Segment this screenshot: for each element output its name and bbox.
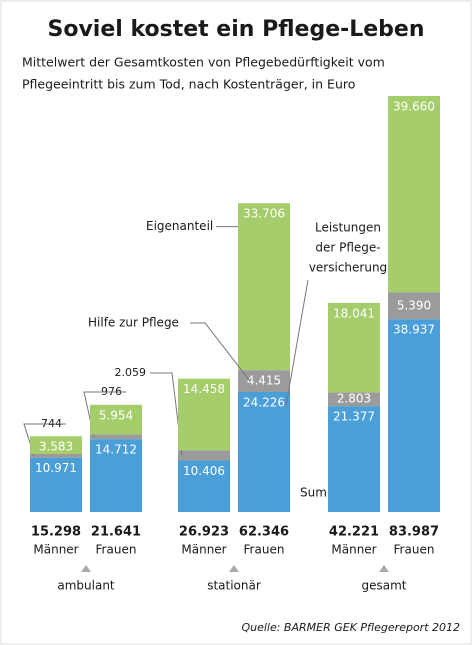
value-label: 10.406 [183,464,225,478]
bar-segment [238,203,290,371]
value-label: 5.390 [397,298,431,312]
total-label: 26.923 [179,525,229,540]
bar-segment [238,392,290,512]
value-label: 5.954 [99,408,133,422]
value-label: 3.583 [39,440,73,454]
group-marker [379,565,389,572]
bar-segment [30,436,82,454]
value-label: 33.706 [243,207,285,221]
x-tick-label: Männer [331,543,376,557]
leader-line [285,279,309,407]
bar-segment [328,302,380,393]
series-label: Eigenanteil [146,219,213,233]
group-label: ambulant [57,579,115,593]
bar-segment [90,434,142,440]
group-marker [81,565,91,572]
value-label: 39.660 [393,100,435,114]
source: Quelle: BARMER GEK Pflegereport 2012 [241,621,460,634]
bar-segment [90,439,142,512]
value-label: 10.971 [35,461,77,475]
x-tick-label: Männer [33,543,78,557]
total-label: 83.987 [389,525,439,540]
value-label: 18.041 [333,306,375,320]
bar-segment [30,457,82,512]
bar-segment [178,450,230,461]
group-marker [229,565,239,572]
bar-segment [30,453,82,458]
total-label: 15.298 [31,525,81,540]
total-label: 21.641 [91,525,141,540]
value-label: 4.415 [247,374,281,388]
bar-segment [388,319,440,512]
value-label: 21.377 [333,410,375,424]
x-tick-label: Frauen [96,543,137,557]
group-label: gesamt [362,579,407,593]
bar-segment [90,404,142,435]
total-label: 42.221 [329,525,379,540]
leader-line [150,372,183,456]
subtitle: Pflegeeintritt bis zum Tod, nach Kostent… [22,77,355,92]
bar-segment [178,378,230,451]
bar-segment [388,96,440,293]
series-label: versicherung [309,261,387,275]
bar-segment [328,392,380,407]
bar-segment [388,292,440,320]
value-label: 38.937 [393,323,435,337]
value-label: 2.059 [115,366,147,379]
chart-title: Soviel kostet ein Pflege-Leben [47,17,424,42]
total-label: 62.346 [239,525,289,540]
value-label: 14.712 [95,443,137,457]
series-label: der Pflege- [315,241,380,255]
series-label: Leistungen [315,221,381,235]
value-label: 14.458 [183,382,225,396]
bar-segment [238,370,290,393]
value-label: 2.803 [337,392,371,406]
bar-segment [178,460,230,512]
value-label: 24.226 [243,396,285,410]
leader-line [190,322,251,382]
x-tick-label: Männer [181,543,226,557]
bar-segment [328,406,380,512]
group-label: stationär [207,579,261,593]
x-tick-label: Frauen [394,543,435,557]
x-tick-label: Frauen [244,543,285,557]
series-label: Hilfe zur Pflege [88,316,179,330]
subtitle: Mittelwert der Gesamtkosten von Pflegebe… [22,55,385,70]
